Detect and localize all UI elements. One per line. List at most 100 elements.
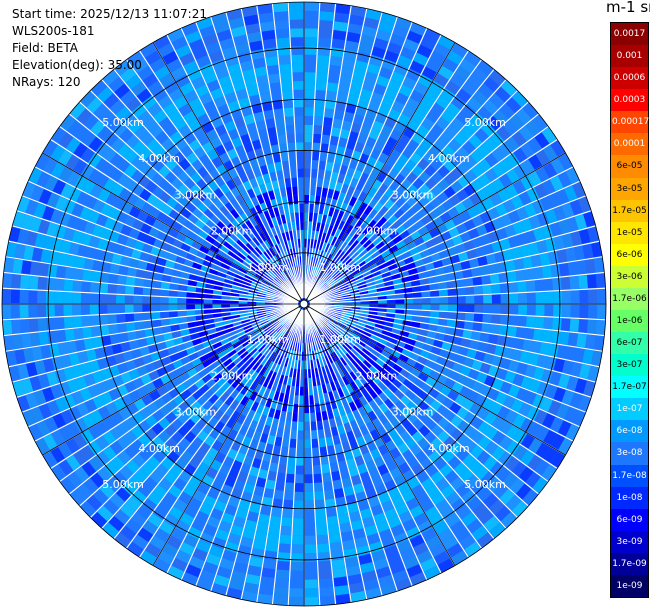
range-gate <box>312 142 321 152</box>
range-gate <box>268 389 276 400</box>
range-gate <box>526 304 536 316</box>
range-gate <box>260 346 269 355</box>
range-gate <box>328 73 340 84</box>
range-gate <box>92 395 105 409</box>
range-gate <box>366 321 376 327</box>
range-gate <box>403 235 414 245</box>
range-gate <box>144 166 158 180</box>
range-gate <box>141 202 154 214</box>
range-gate <box>491 284 501 294</box>
range-gate <box>323 481 333 491</box>
range-gate <box>269 426 278 437</box>
range-gate <box>373 345 384 354</box>
range-gate <box>329 135 339 146</box>
range-gate <box>84 399 98 413</box>
range-gate <box>221 299 230 304</box>
range-gate <box>152 87 168 102</box>
range-gate <box>420 457 433 470</box>
range-gate <box>236 239 246 249</box>
range-gate <box>180 450 193 463</box>
range-gate <box>177 412 190 425</box>
range-gate <box>451 550 468 566</box>
range-gate <box>387 337 398 345</box>
range-gate <box>273 255 280 264</box>
range-gate <box>246 85 259 97</box>
range-gate <box>258 385 267 396</box>
range-gate <box>308 377 313 387</box>
range-gate <box>243 14 259 26</box>
range-gate <box>99 483 115 499</box>
range-gate <box>37 219 50 235</box>
range-gate <box>399 430 411 442</box>
range-gate <box>318 28 332 39</box>
range-gate <box>202 561 218 575</box>
range-gate <box>401 105 415 118</box>
range-gate <box>363 215 373 226</box>
range-gate <box>270 256 278 266</box>
range-gate <box>195 84 209 98</box>
range-gate <box>377 308 387 313</box>
range-gate <box>395 503 409 516</box>
range-ring-label: 2.00km <box>356 225 398 238</box>
range-gate <box>131 169 144 183</box>
range-gate <box>335 349 343 359</box>
range-gate <box>524 328 535 340</box>
range-gate <box>421 291 431 298</box>
range-gate <box>289 588 304 598</box>
range-gate <box>384 87 398 100</box>
range-gate <box>345 204 354 215</box>
range-gate <box>304 177 311 187</box>
range-gate <box>339 284 349 290</box>
range-gate <box>252 278 262 285</box>
range-gate <box>231 460 243 472</box>
range-gate <box>402 146 415 159</box>
range-gate <box>143 320 153 329</box>
range-gate <box>143 476 158 491</box>
range-gate <box>125 74 142 90</box>
range-gate <box>325 436 334 447</box>
range-gate <box>177 291 187 298</box>
range-gate <box>120 90 136 106</box>
range-gate <box>332 258 340 267</box>
range-gate <box>335 276 344 283</box>
range-gate <box>274 436 283 447</box>
range-gate <box>363 403 373 414</box>
range-gate <box>422 444 436 457</box>
range-gate <box>346 339 355 348</box>
range-gate <box>438 289 448 297</box>
range-gate <box>245 427 256 439</box>
range-gate <box>89 184 103 199</box>
range-gate <box>453 462 468 476</box>
range-gate <box>517 281 527 293</box>
range-gate <box>500 293 510 304</box>
range-gate <box>315 81 327 91</box>
range-gate <box>337 348 345 357</box>
range-gate <box>509 293 519 304</box>
range-gate <box>320 455 329 465</box>
range-gate <box>279 187 287 198</box>
range-gate <box>421 214 433 226</box>
range-gate <box>219 37 235 50</box>
range-gate <box>543 447 558 463</box>
range-gate <box>241 321 252 328</box>
range-gate <box>569 318 580 332</box>
range-gate <box>190 424 202 437</box>
range-gate <box>304 474 313 484</box>
range-gate <box>260 21 275 32</box>
range-gate <box>352 254 362 263</box>
range-gate <box>238 333 248 341</box>
range-gate <box>120 371 132 384</box>
range-gate <box>295 124 304 134</box>
range-gate <box>498 451 513 466</box>
range-gate <box>304 186 310 195</box>
system-name: WLS200s-181 <box>12 24 95 38</box>
range-gate <box>520 175 534 191</box>
range-gate <box>335 101 347 112</box>
range-gate <box>409 89 424 103</box>
range-gate <box>464 425 477 439</box>
range-gate <box>398 213 409 224</box>
range-gate <box>110 456 125 471</box>
range-gate <box>372 237 382 247</box>
range-gate <box>316 72 328 82</box>
range-gate <box>194 256 205 265</box>
